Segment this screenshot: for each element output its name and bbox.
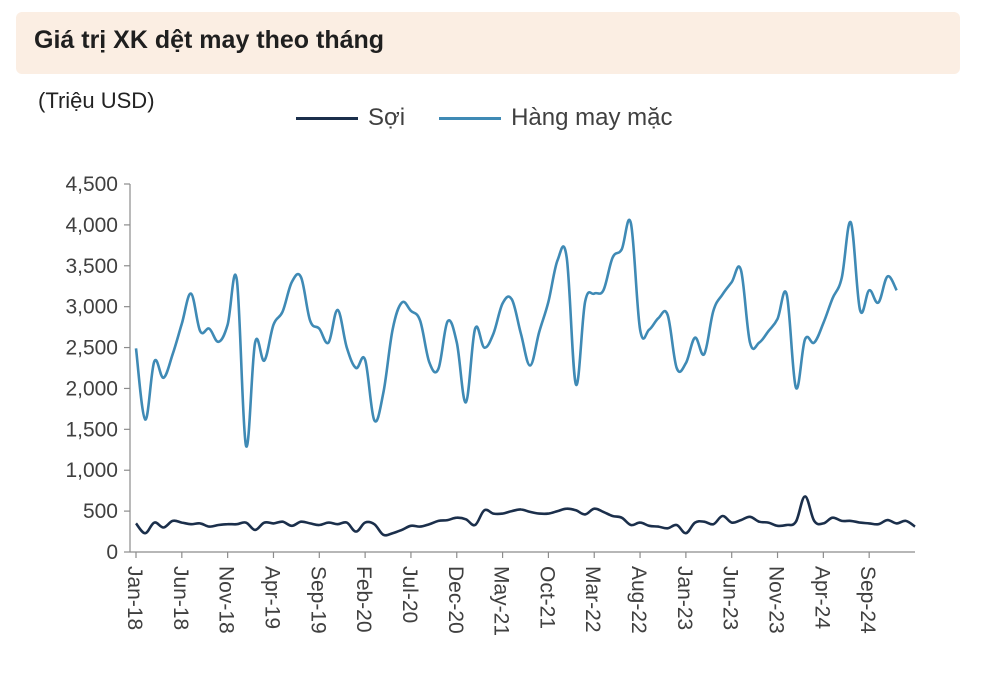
y-tick-label: 1,500 <box>65 418 118 441</box>
x-tick-label: Dec-20 <box>444 566 467 634</box>
y-axis-unit-label: (Triệu USD) <box>38 88 155 113</box>
x-tick-label: Jan-18 <box>123 566 146 630</box>
y-tick-label: 1,000 <box>65 459 118 482</box>
x-tick-label: Jan-23 <box>673 566 696 630</box>
y-tick-label: 2,000 <box>65 377 118 400</box>
y-tick-label: 4,000 <box>65 214 118 237</box>
series-line-hang-may-mac <box>134 218 898 448</box>
legend-label-soi: Sợi <box>368 104 406 131</box>
legend-swatch-soi <box>296 116 358 120</box>
x-tick-label: Nov-23 <box>765 566 788 634</box>
y-tick-label: 0 <box>106 541 118 564</box>
x-tick-label: Nov-18 <box>215 566 238 634</box>
series-group <box>134 218 916 537</box>
legend-item-hang-may-mac: Hàng may mặc <box>439 104 672 132</box>
x-tick-label: Sep-19 <box>306 566 329 634</box>
x-tick-label: Aug-22 <box>627 566 650 634</box>
legend-swatch-hang-may-mac <box>439 116 502 120</box>
x-tick-label: Sep-24 <box>856 566 879 634</box>
chart-title: Giá trị XK dệt may theo tháng <box>34 26 385 54</box>
y-axis: 0 500 1,000 1,500 2,000 2,500 3,000 3,500 4,000 4… <box>65 173 131 564</box>
chart-header: Giá trị XK dệt may theo tháng <box>16 12 960 74</box>
y-tick-label: 3,500 <box>65 255 118 278</box>
x-tick-label: Jun-23 <box>719 566 742 630</box>
y-tick-label: 500 <box>83 500 118 523</box>
x-tick-label: Oct-21 <box>535 566 558 629</box>
y-tick-label: 2,500 <box>65 337 118 360</box>
x-tick-label: Apr-19 <box>260 566 283 629</box>
x-tick-label: Mar-22 <box>581 566 604 633</box>
x-tick-label: Jul-20 <box>398 566 421 623</box>
x-axis: Jan-18 Jun-18 Nov-18 Apr-19 Sep-19 Feb-20 Jul-… <box>123 551 915 636</box>
legend: Sợi Hàng may mặc <box>296 104 706 132</box>
y-tick-label: 4,500 <box>65 173 118 196</box>
x-tick-label: May-21 <box>490 566 513 636</box>
x-tick-label: Jun-18 <box>169 566 192 630</box>
x-tick-label: Feb-20 <box>352 566 375 633</box>
legend-item-soi: Sợi <box>296 104 405 132</box>
y-tick-label: 3,000 <box>65 296 118 319</box>
legend-label-hang-may-mac: Hàng may mặc <box>511 104 673 131</box>
x-tick-label: Apr-24 <box>810 566 833 629</box>
series-line-soi <box>134 495 916 537</box>
